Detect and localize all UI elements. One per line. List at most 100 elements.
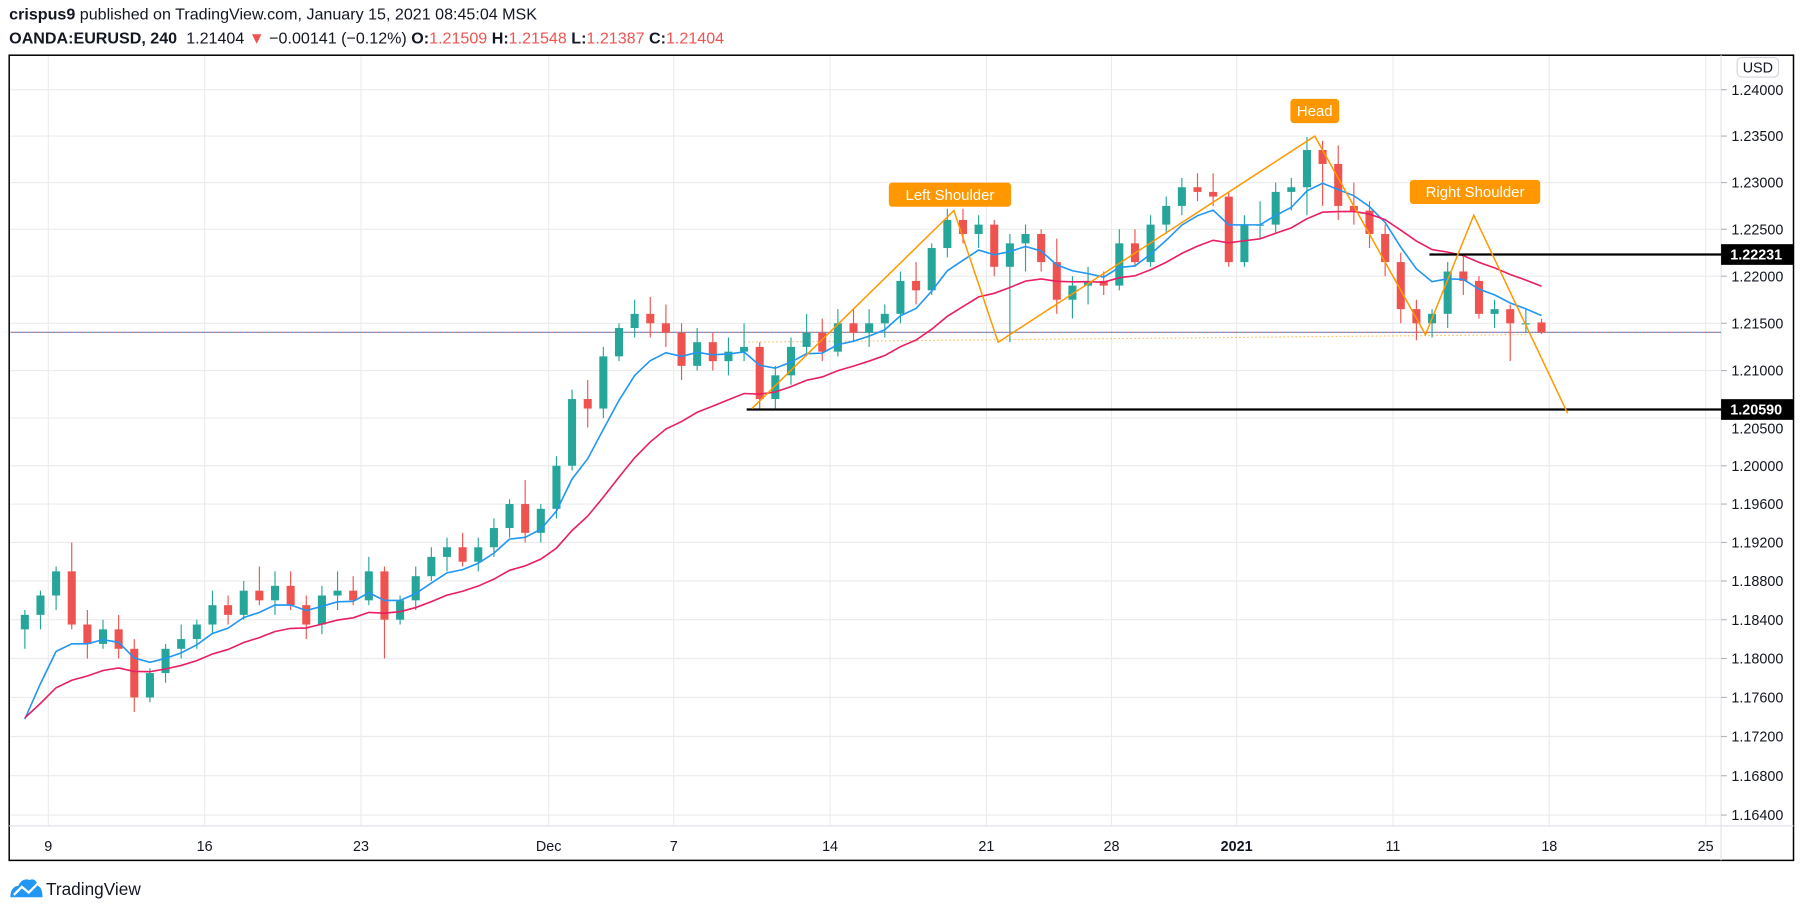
candle-body <box>1506 309 1515 324</box>
candle-body <box>1193 187 1202 192</box>
candle-body <box>943 219 952 249</box>
candle <box>1490 299 1499 329</box>
price-tick-label: 1.21500 <box>1731 316 1783 332</box>
candle <box>990 219 999 277</box>
close-label: C: <box>649 30 666 48</box>
pattern-label-text: Left Shoulder <box>906 187 995 204</box>
candle <box>802 313 811 357</box>
candle <box>458 532 467 567</box>
candle <box>896 271 905 324</box>
candle-body <box>474 547 483 562</box>
time-tick-label: 2021 <box>1221 839 1253 855</box>
published-text: published on TradingView.com, January 15… <box>75 6 537 24</box>
low-label: L: <box>571 30 586 48</box>
moving-average-slow-line <box>24 210 1542 719</box>
candle <box>536 504 545 543</box>
candle <box>912 262 921 305</box>
currency-badge[interactable]: USD <box>1736 56 1780 78</box>
moving-averages <box>24 182 1542 720</box>
candle <box>1537 318 1546 334</box>
candle-body <box>1365 210 1374 234</box>
pattern-label-right-shoulder[interactable]: Right Shoulder <box>1409 179 1541 204</box>
candle <box>145 668 154 703</box>
candle-body <box>396 600 405 620</box>
candle-body <box>958 219 967 234</box>
candle <box>661 304 670 347</box>
candle-body <box>1349 205 1358 211</box>
candle <box>1068 276 1077 319</box>
price-tick-label: 1.20000 <box>1731 459 1783 475</box>
candle-body <box>568 399 577 466</box>
high-value: 1.21548 <box>509 30 567 48</box>
candle <box>36 590 45 630</box>
high-label: H: <box>492 30 509 48</box>
symbol-info: OANDA:EURUSD, 240 1.21404 ▼ −0.00141 (−0… <box>9 30 724 48</box>
author-name[interactable]: crispus9 <box>9 6 75 24</box>
candle <box>255 566 264 606</box>
horizontal-levels[interactable] <box>746 253 1722 411</box>
candle-body <box>505 504 514 529</box>
price-tick-label: 1.24000 <box>1731 83 1783 99</box>
time-tick-label: 23 <box>353 839 369 855</box>
candle <box>974 215 983 249</box>
pattern-label-head[interactable]: Head <box>1290 98 1340 124</box>
candle <box>740 323 749 362</box>
candle-body <box>646 313 655 324</box>
candle-body <box>114 629 123 649</box>
candle <box>474 537 483 572</box>
candle-body <box>1490 309 1499 314</box>
candle <box>98 619 108 649</box>
candle <box>1365 201 1374 249</box>
candle-body <box>270 585 280 601</box>
price-axis[interactable]: 1.24000 1.23500 1.23000 1.22500 1.22000 1.215… <box>1721 83 1783 824</box>
tradingview-logo[interactable]: TradingView <box>10 879 141 899</box>
price-tick-label: 1.21000 <box>1731 364 1783 380</box>
pattern-label-text: Right Shoulder <box>1426 184 1525 201</box>
price-tick-label: 1.18800 <box>1731 574 1783 590</box>
price-tick-label: 1.16400 <box>1731 808 1783 824</box>
head-shoulders-pattern[interactable] <box>751 135 1569 414</box>
candle-body <box>427 556 436 577</box>
head-shoulders-polyline[interactable] <box>751 135 1569 414</box>
close-value: 1.21404 <box>666 30 724 48</box>
candle <box>1177 177 1186 216</box>
candle <box>489 518 498 557</box>
candle-body <box>36 595 45 615</box>
candle <box>317 585 326 635</box>
candle <box>1349 182 1358 225</box>
candle-body <box>1334 163 1343 206</box>
pattern-label-box <box>1290 98 1340 124</box>
price-tick-label: 1.19600 <box>1731 497 1783 513</box>
candle-body <box>1474 280 1483 314</box>
candle-body <box>83 624 92 644</box>
time-axis[interactable]: 9 16 23 Dec 7 14 21 28 2021 11 18 25 <box>44 839 1713 855</box>
neckline <box>744 334 1526 343</box>
level-price-tags: 1.22231 1.20590 <box>1721 244 1794 420</box>
candle <box>114 614 123 659</box>
candle <box>771 365 780 409</box>
candle-body <box>1287 187 1296 192</box>
candle-body <box>1068 285 1077 300</box>
price-tick-label: 1.23500 <box>1731 129 1783 145</box>
candle-body <box>98 629 108 644</box>
price-tick-label: 1.17200 <box>1731 730 1783 746</box>
candle-body <box>1037 233 1046 263</box>
pattern-annotations: Left Shoulder Head Right Shoulder <box>888 98 1541 207</box>
pattern-label-left-shoulder[interactable]: Left Shoulder <box>888 182 1012 207</box>
candle-body <box>1302 149 1311 188</box>
price-tick-label: 1.23000 <box>1731 176 1783 192</box>
candle <box>302 595 311 640</box>
candle-body <box>599 356 608 409</box>
candle <box>552 456 561 519</box>
price-tick-label: 1.22000 <box>1731 269 1783 285</box>
candle-body <box>865 323 874 333</box>
candle <box>20 610 29 649</box>
candle-body <box>880 313 889 324</box>
candle <box>865 309 874 347</box>
pattern-label-box <box>1409 179 1541 204</box>
candle-body <box>1412 309 1421 324</box>
candle-body <box>161 648 170 674</box>
plot-area[interactable]: Left Shoulder Head Right Shoulder <box>10 98 1722 720</box>
triangle-down-icon: ▼ <box>249 30 265 48</box>
candle <box>427 547 436 582</box>
